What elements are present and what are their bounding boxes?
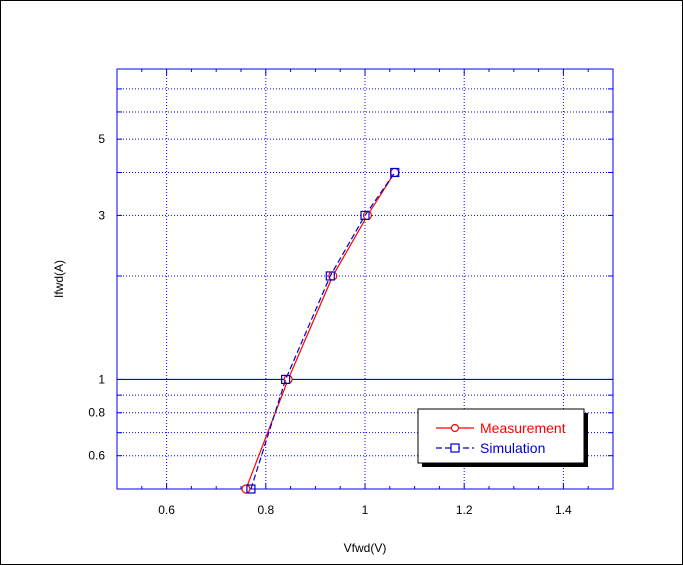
- y-axis-label: Ifwd(A): [52, 260, 66, 298]
- data-point-measurement: [390, 167, 400, 178]
- y-tick-label: 3: [98, 208, 105, 222]
- data-point-simulation: [390, 167, 400, 178]
- series-layer: [241, 167, 400, 494]
- data-point-simulation: [246, 484, 256, 494]
- y-tick-label: 1: [98, 372, 105, 386]
- data-point-measurement: [241, 484, 251, 494]
- y-tick-labels: 0.6 0.8 1 3 5: [88, 132, 105, 463]
- legend-label-measurement: Measurement: [480, 420, 566, 436]
- axis-ticks: [116, 68, 614, 489]
- grid: [117, 68, 613, 489]
- y-tick-label: 5: [98, 132, 105, 146]
- data-point-simulation: [281, 374, 291, 385]
- legend-box: [417, 408, 585, 464]
- x-tick-label: 1.2: [456, 503, 473, 517]
- series-line-simulation: [250, 172, 396, 490]
- x-axis-label: Vfwd(V): [344, 541, 387, 555]
- legend-marker-simulation: [450, 443, 460, 453]
- legend-label-simulation: Simulation: [480, 440, 545, 456]
- x-tick-label: 1.4: [555, 503, 572, 517]
- series-line-measurement: [245, 172, 396, 490]
- data-point-simulation: [325, 271, 335, 281]
- x-tick-labels: 0.6 0.8 1 1.2 1.4: [158, 503, 572, 517]
- legend-marker-measurement: [450, 423, 460, 433]
- x-tick-label: 1: [362, 503, 369, 517]
- data-point-simulation: [360, 210, 370, 221]
- series-simulation: [246, 167, 400, 494]
- legend: Measurement Simulation: [417, 408, 588, 467]
- x-tick-label: 0.8: [257, 503, 274, 517]
- y-tick-label: 0.6: [88, 449, 105, 463]
- y-tick-label: 0.8: [88, 406, 105, 420]
- x-tick-label: 0.6: [158, 503, 175, 517]
